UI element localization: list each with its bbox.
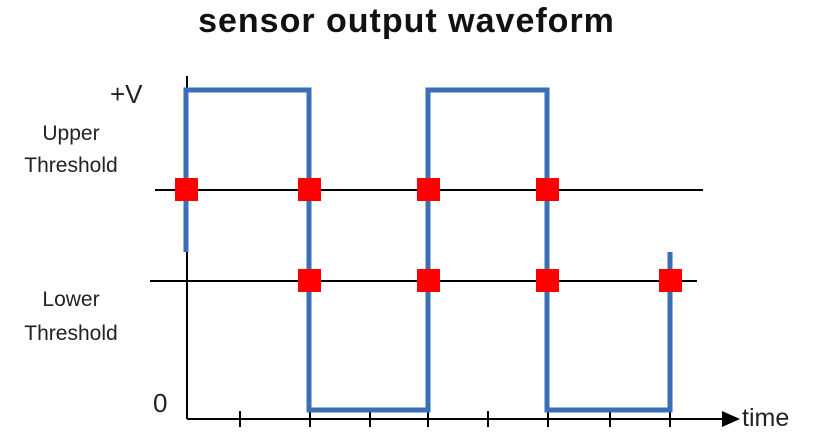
plus-v-label: +V	[110, 79, 143, 109]
lower-crossing-marker	[536, 269, 559, 292]
upper-crossing-marker	[417, 178, 440, 201]
upper-crossing-markers	[175, 178, 559, 201]
upper-threshold-label-line1: Upper	[42, 122, 99, 145]
time-axis-label: time	[742, 404, 789, 432]
lower-crossing-marker	[417, 269, 440, 292]
lower-crossing-marker	[298, 269, 321, 292]
zero-label: 0	[153, 388, 167, 418]
x-axis-arrowhead	[722, 411, 740, 427]
upper-crossing-marker	[298, 178, 321, 201]
lower-crossing-marker	[659, 269, 682, 292]
lower-threshold-label-line1: Lower	[42, 288, 99, 311]
upper-crossing-marker	[175, 178, 198, 201]
lower-crossing-markers	[298, 269, 682, 292]
signal-waveform	[183, 87, 673, 413]
lower-threshold-label-line2: Threshold	[24, 322, 117, 345]
x-axis-ticks	[239, 411, 671, 427]
diagram-title: sensor output waveform	[198, 2, 615, 40]
upper-crossing-marker	[536, 178, 559, 201]
upper-threshold-label-line2: Threshold	[24, 154, 117, 177]
